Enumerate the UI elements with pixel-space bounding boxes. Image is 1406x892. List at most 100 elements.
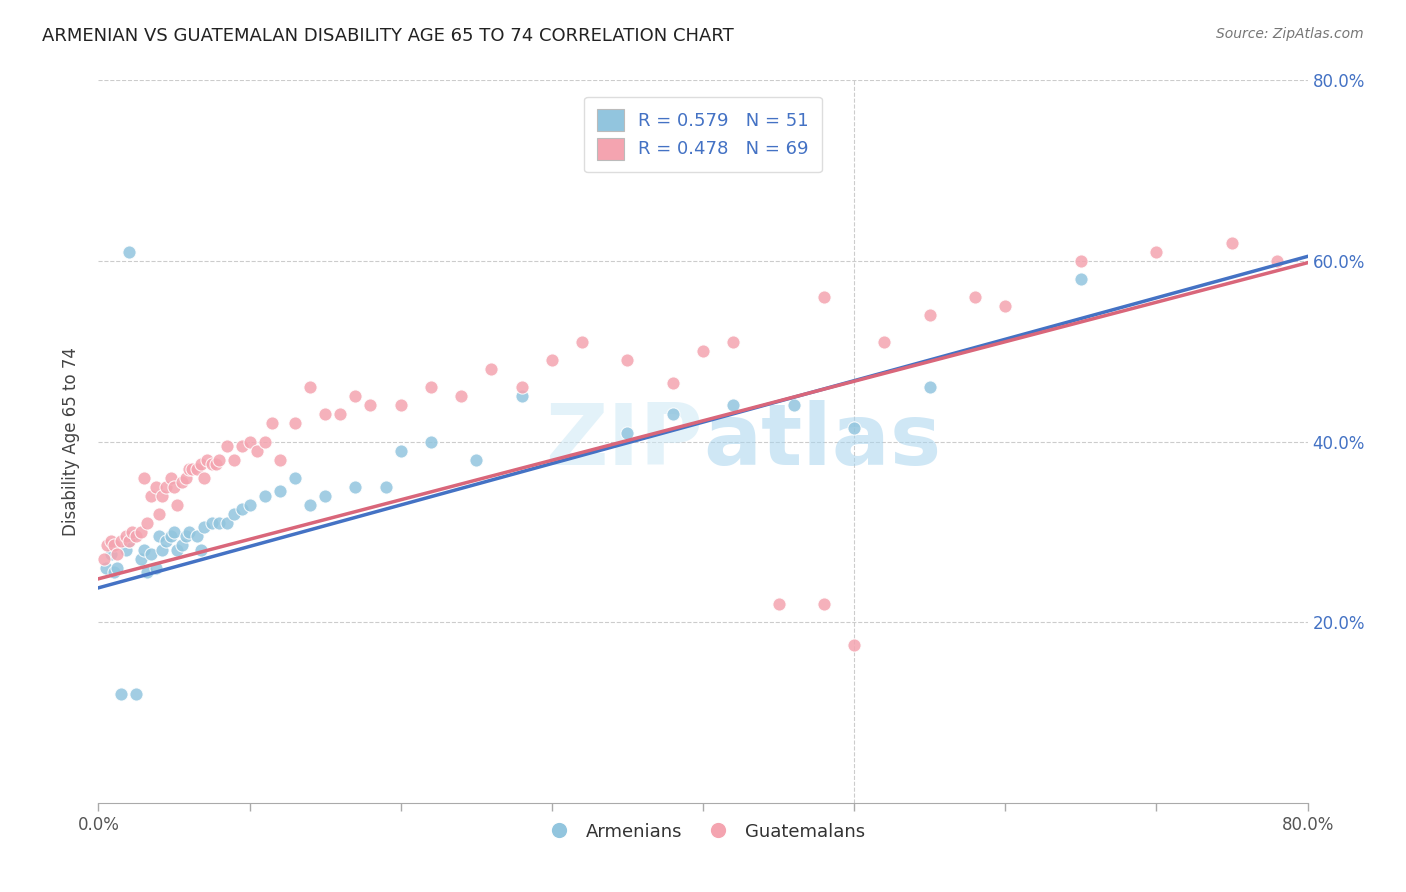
Point	[114, 529, 136, 543]
Point	[208, 516, 231, 530]
Point	[965, 290, 987, 304]
Point	[179, 461, 201, 475]
Point	[723, 335, 745, 350]
Point	[110, 533, 132, 548]
Point	[661, 408, 683, 422]
Point	[125, 687, 148, 701]
Point	[692, 344, 714, 359]
Point	[193, 520, 215, 534]
Point	[540, 353, 562, 368]
Point	[121, 529, 143, 543]
Point	[141, 489, 163, 503]
Point	[129, 552, 152, 566]
Point	[103, 538, 125, 552]
Point	[100, 533, 122, 548]
Point	[262, 417, 284, 431]
Point	[118, 533, 141, 548]
Point	[1070, 254, 1092, 268]
Text: atlas: atlas	[703, 400, 941, 483]
Point	[174, 471, 197, 485]
Point	[135, 566, 157, 580]
Point	[193, 471, 215, 485]
Point	[170, 475, 193, 490]
Point	[94, 561, 117, 575]
Point	[170, 538, 193, 552]
Point	[201, 516, 224, 530]
Point	[284, 471, 307, 485]
Point	[239, 498, 262, 512]
Point	[783, 398, 806, 412]
Point	[510, 380, 533, 394]
Point	[160, 471, 183, 485]
Point	[344, 480, 367, 494]
Point	[166, 542, 188, 557]
Point	[360, 398, 382, 412]
Point	[195, 452, 218, 467]
Point	[141, 548, 163, 562]
Point	[105, 548, 128, 562]
Point	[118, 533, 141, 548]
Point	[190, 542, 212, 557]
Point	[510, 389, 533, 403]
Point	[105, 561, 128, 575]
Point	[186, 529, 208, 543]
Point	[148, 507, 170, 521]
Point	[253, 489, 276, 503]
Point	[918, 380, 941, 394]
Point	[768, 597, 790, 611]
Point	[450, 389, 472, 403]
Point	[1070, 272, 1092, 286]
Text: Source: ZipAtlas.com: Source: ZipAtlas.com	[1216, 27, 1364, 41]
Point	[135, 516, 157, 530]
Point	[145, 480, 167, 494]
Point	[344, 389, 367, 403]
Point	[918, 308, 941, 322]
Point	[481, 362, 503, 376]
Point	[100, 548, 122, 562]
Point	[163, 480, 186, 494]
Point	[314, 489, 336, 503]
Point	[224, 452, 246, 467]
Point	[299, 498, 322, 512]
Point	[174, 529, 197, 543]
Point	[155, 533, 177, 548]
Point	[239, 434, 262, 449]
Point	[181, 461, 204, 475]
Point	[813, 290, 835, 304]
Point	[231, 502, 253, 516]
Point	[465, 452, 488, 467]
Point	[420, 380, 443, 394]
Point	[661, 376, 683, 390]
Point	[215, 439, 238, 453]
Point	[93, 552, 115, 566]
Point	[186, 461, 208, 475]
Point	[1267, 254, 1289, 268]
Point	[150, 489, 173, 503]
Point	[150, 542, 173, 557]
Point	[374, 480, 396, 494]
Point	[813, 597, 835, 611]
Point	[103, 566, 125, 580]
Point	[145, 561, 167, 575]
Point	[844, 638, 866, 652]
Point	[129, 524, 152, 539]
Point	[208, 452, 231, 467]
Point	[231, 439, 253, 453]
Point	[269, 484, 291, 499]
Point	[118, 244, 141, 259]
Point	[571, 335, 593, 350]
Point	[723, 398, 745, 412]
Point	[1144, 244, 1167, 259]
Point	[215, 516, 238, 530]
Point	[844, 421, 866, 435]
Point	[166, 498, 188, 512]
Point	[314, 408, 336, 422]
Point	[246, 443, 269, 458]
Point	[299, 380, 322, 394]
Point	[284, 417, 307, 431]
Point	[121, 524, 143, 539]
Point	[96, 538, 118, 552]
Point	[420, 434, 443, 449]
Point	[616, 353, 638, 368]
Point	[616, 425, 638, 440]
